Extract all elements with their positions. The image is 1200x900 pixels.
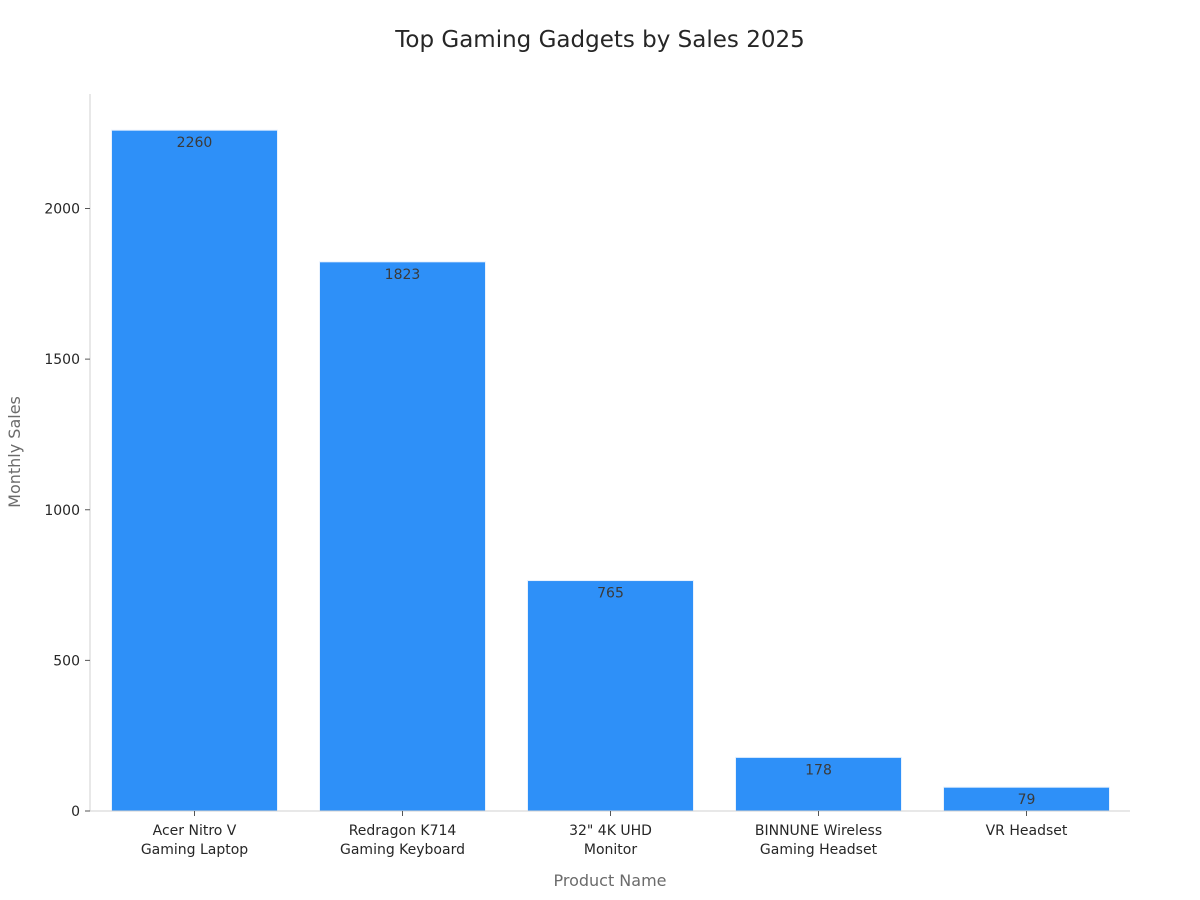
bar-value-label: 178 — [805, 762, 832, 778]
bar-value-label: 79 — [1018, 792, 1036, 808]
y-axis-label: Monthly Sales — [5, 396, 24, 508]
bar-value-label: 765 — [597, 586, 624, 602]
x-tick-label-line: VR Headset — [986, 823, 1068, 839]
x-tick-label-line: Acer Nitro V — [153, 823, 237, 839]
x-tick-label-line: 32" 4K UHD — [569, 823, 652, 839]
y-tick-label: 500 — [53, 653, 80, 669]
chart-title: Top Gaming Gadgets by Sales 2025 — [394, 27, 805, 53]
x-tick-label: Acer Nitro V Gaming Laptop — [141, 823, 248, 858]
x-ticks-group: Acer Nitro V Gaming Laptop Redragon K714 Ga… — [141, 811, 1068, 858]
bar — [527, 580, 694, 812]
x-tick-label-line: Gaming Keyboard — [340, 842, 465, 858]
x-tick-label: VR Headset — [986, 823, 1068, 839]
bar — [319, 261, 486, 812]
x-tick-label: BINNUNE Wireless Gaming Headset — [755, 823, 882, 858]
bar-value-label: 2260 — [177, 135, 213, 151]
x-tick-label-line: Monitor — [584, 842, 637, 858]
bar — [735, 756, 902, 812]
y-tick-label: 1000 — [44, 503, 80, 519]
bars-group — [111, 129, 1110, 812]
x-tick-label: Redragon K714 Gaming Keyboard — [340, 823, 465, 858]
y-ticks-group: 0 500 1000 1500 2000 — [44, 202, 90, 820]
x-tick-label-line: Gaming Headset — [760, 842, 878, 858]
y-tick-label: 2000 — [44, 202, 80, 218]
x-axis-label: Product Name — [553, 871, 666, 890]
bar — [111, 129, 278, 812]
y-tick-label: 0 — [71, 804, 80, 820]
bar-value-label: 1823 — [385, 267, 421, 283]
x-tick-label-line: Gaming Laptop — [141, 842, 248, 858]
x-tick-label-line: BINNUNE Wireless — [755, 823, 882, 839]
x-tick-label: 32" 4K UHD Monitor — [569, 823, 652, 858]
x-tick-label-line: Redragon K714 — [349, 823, 457, 839]
y-tick-label: 1500 — [44, 352, 80, 368]
value-labels-group: 2260 1823 765 178 79 — [177, 135, 1036, 808]
